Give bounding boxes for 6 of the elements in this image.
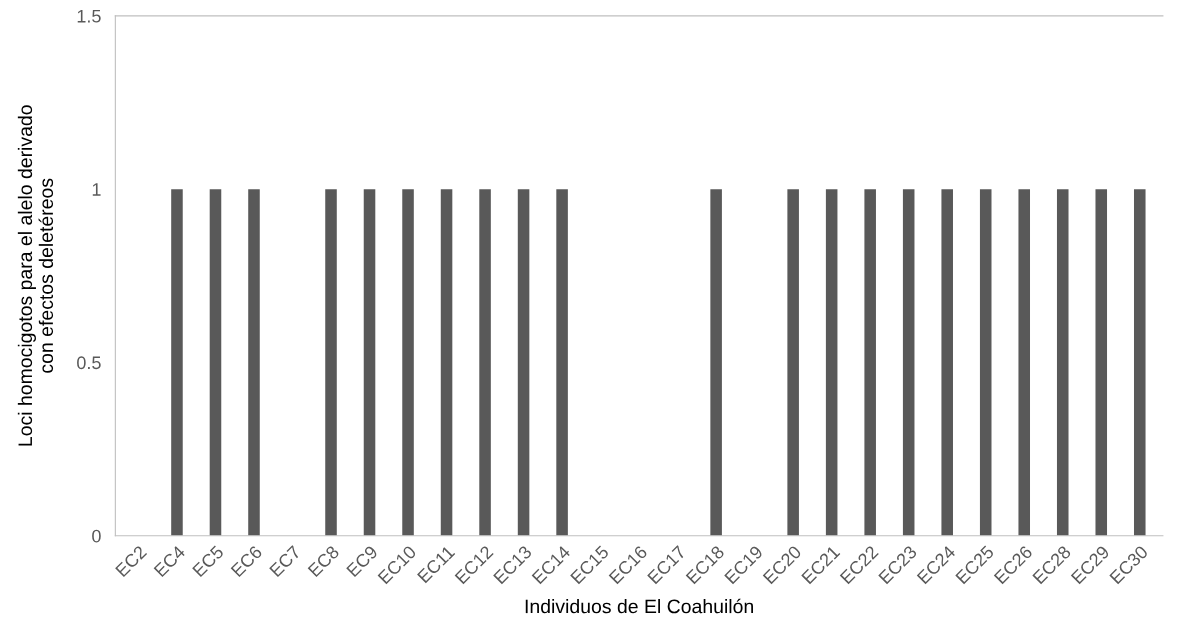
- y-tick-label: 1: [92, 183, 101, 196]
- x-axis-title: Individuos de El Coahuilón: [525, 598, 753, 614]
- y-tick-label: 1.5: [77, 9, 101, 23]
- y-axis-title: Loci homocigotos para el alelo derivado con efectos deletéreos: [17, 105, 54, 446]
- y-tick-label: 0.5: [77, 356, 101, 370]
- y-tick-label: 0: [92, 529, 101, 543]
